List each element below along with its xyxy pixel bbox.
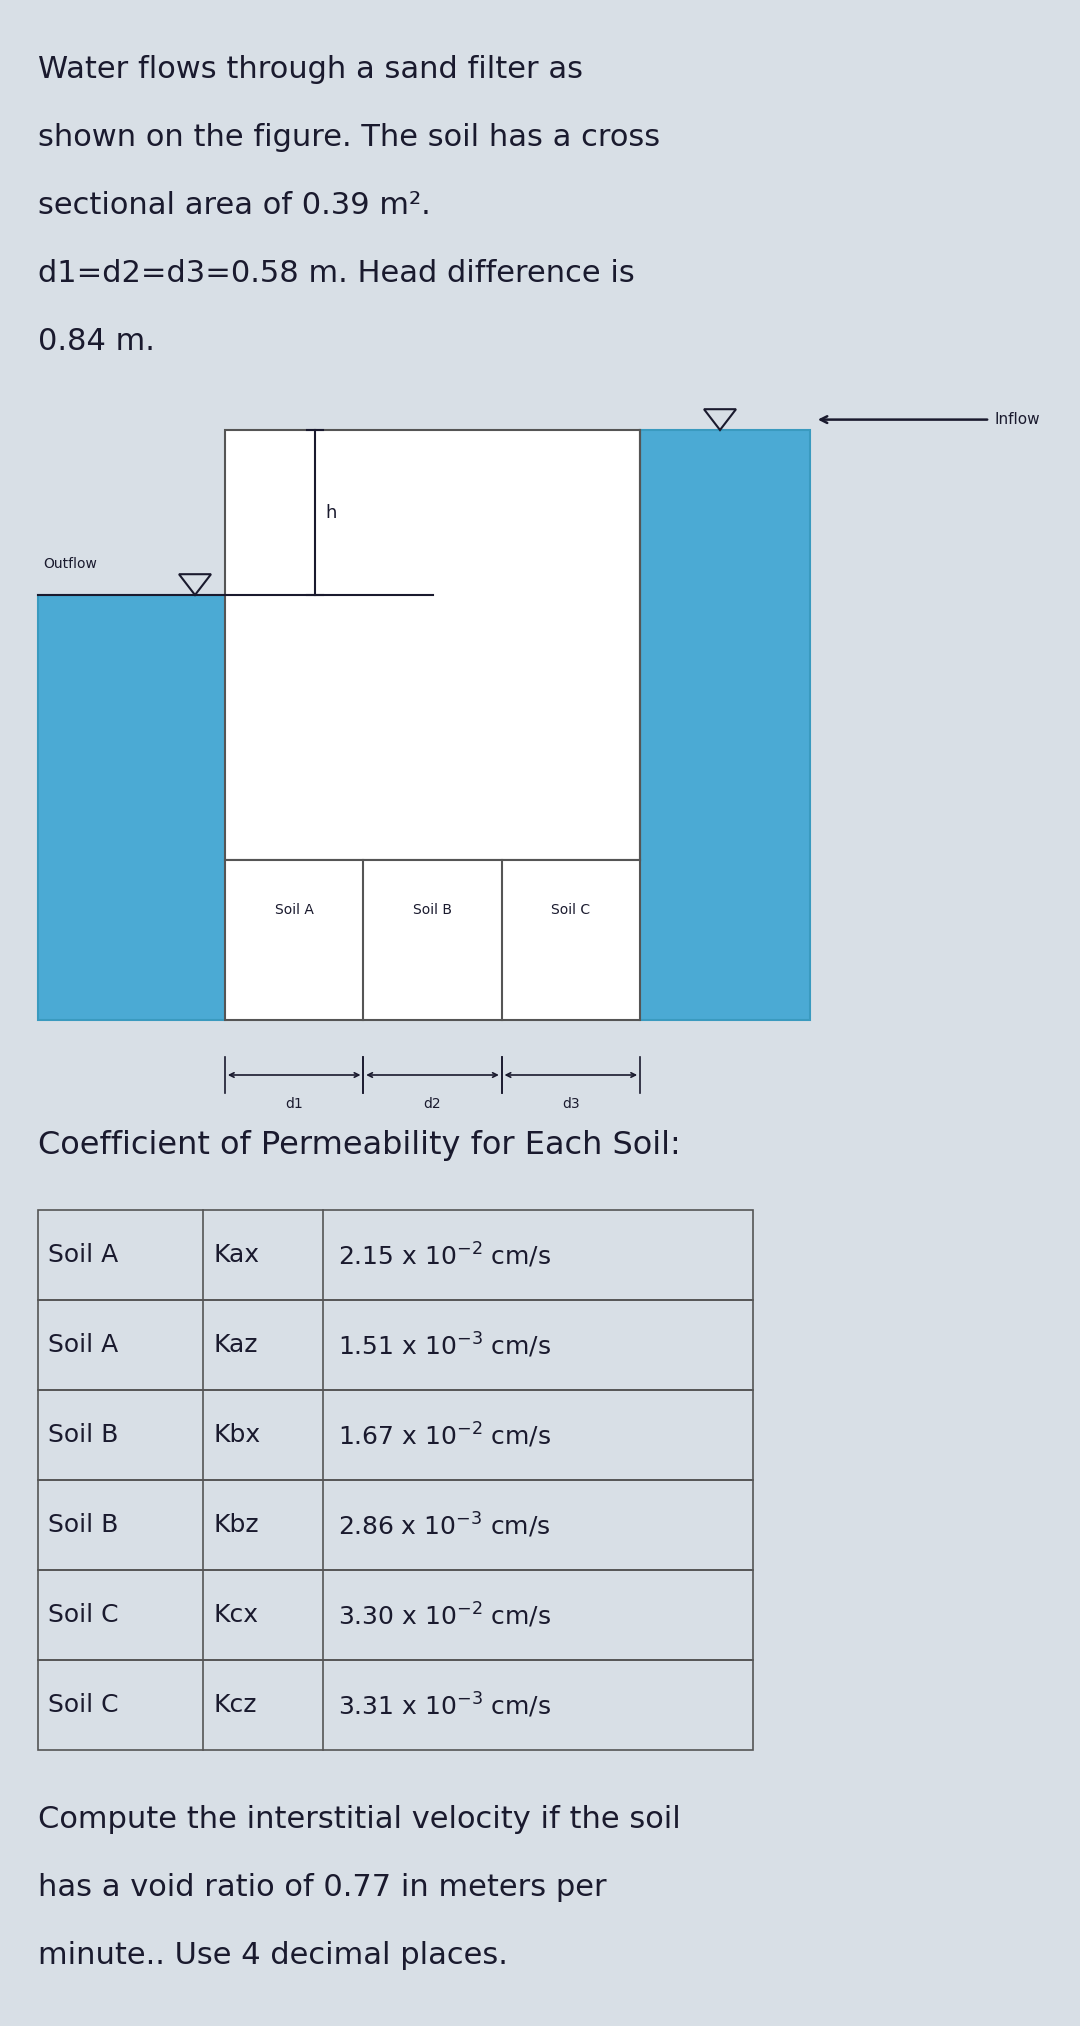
Text: Soil B: Soil B: [48, 1422, 119, 1447]
Text: Kax: Kax: [213, 1244, 259, 1266]
Text: Soil A: Soil A: [274, 904, 313, 918]
Bar: [38, 1659, 753, 1750]
Text: 1.51 x 10$^{-3}$ cm/s: 1.51 x 10$^{-3}$ cm/s: [338, 1331, 551, 1359]
Text: shown on the figure. The soil has a cross: shown on the figure. The soil has a cros…: [38, 124, 660, 152]
Bar: [38, 1570, 753, 1659]
Bar: [38, 1390, 753, 1481]
Text: Compute the interstitial velocity if the soil: Compute the interstitial velocity if the…: [38, 1805, 680, 1834]
Text: Soil A: Soil A: [48, 1333, 118, 1357]
Text: Soil C: Soil C: [48, 1603, 119, 1627]
Text: Kbx: Kbx: [213, 1422, 260, 1447]
Text: Coefficient of Permeability for Each Soil:: Coefficient of Permeability for Each Soi…: [38, 1131, 680, 1161]
Text: Soil B: Soil B: [413, 904, 453, 918]
Text: Outflow: Outflow: [43, 557, 97, 571]
Text: sectional area of 0.39 m².: sectional area of 0.39 m².: [38, 190, 431, 221]
Text: Kcx: Kcx: [213, 1603, 258, 1627]
Bar: [38, 1301, 753, 1390]
Text: d1=d2=d3=0.58 m. Head difference is: d1=d2=d3=0.58 m. Head difference is: [38, 259, 635, 288]
Text: d1: d1: [285, 1096, 303, 1110]
Text: minute.. Use 4 decimal places.: minute.. Use 4 decimal places.: [38, 1941, 508, 1969]
Bar: [225, 430, 640, 859]
Text: h: h: [325, 504, 336, 521]
Text: Soil C: Soil C: [48, 1694, 119, 1716]
Text: d2: d2: [423, 1096, 442, 1110]
Text: Kaz: Kaz: [213, 1333, 257, 1357]
Text: 2.86 x 10$^{-3}$ cm/s: 2.86 x 10$^{-3}$ cm/s: [338, 1511, 551, 1540]
Text: 3.31 x 10$^{-3}$ cm/s: 3.31 x 10$^{-3}$ cm/s: [338, 1690, 551, 1720]
Bar: [38, 596, 225, 1019]
Bar: [38, 1481, 753, 1570]
Bar: [640, 430, 810, 1019]
Bar: [38, 1210, 753, 1301]
Text: Soil A: Soil A: [48, 1244, 118, 1266]
Text: 0.84 m.: 0.84 m.: [38, 326, 154, 357]
Text: 3.30 x 10$^{-2}$ cm/s: 3.30 x 10$^{-2}$ cm/s: [338, 1601, 551, 1629]
Text: Water flows through a sand filter as: Water flows through a sand filter as: [38, 55, 583, 83]
Text: has a void ratio of 0.77 in meters per: has a void ratio of 0.77 in meters per: [38, 1872, 607, 1902]
Text: 2.15 x 10$^{-2}$ cm/s: 2.15 x 10$^{-2}$ cm/s: [338, 1240, 551, 1270]
Text: Kcz: Kcz: [213, 1694, 257, 1716]
Text: d3: d3: [562, 1096, 580, 1110]
Text: Soil B: Soil B: [48, 1513, 119, 1538]
Text: Kbz: Kbz: [213, 1513, 258, 1538]
Text: Inflow: Inflow: [995, 411, 1041, 427]
Text: 1.67 x 10$^{-2}$ cm/s: 1.67 x 10$^{-2}$ cm/s: [338, 1420, 551, 1449]
Text: Soil C: Soil C: [551, 904, 591, 918]
Bar: [225, 859, 640, 1019]
